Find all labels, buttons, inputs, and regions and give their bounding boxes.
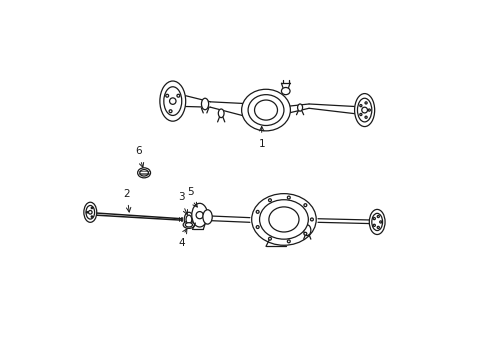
Text: 2: 2 [122,189,129,199]
Ellipse shape [303,225,310,235]
Circle shape [91,207,92,209]
Ellipse shape [201,98,208,110]
Circle shape [268,237,271,240]
Ellipse shape [184,212,193,226]
Ellipse shape [241,89,290,131]
Circle shape [359,104,361,107]
Text: 6: 6 [135,146,142,156]
Circle shape [372,224,375,226]
Ellipse shape [371,213,382,230]
Circle shape [304,204,306,207]
Circle shape [177,94,180,97]
Circle shape [310,218,313,221]
Circle shape [359,113,361,116]
Circle shape [169,110,172,113]
Circle shape [256,210,259,213]
Circle shape [364,116,366,118]
Ellipse shape [281,87,289,95]
Circle shape [304,232,306,235]
Ellipse shape [137,168,150,178]
Circle shape [268,199,271,202]
Ellipse shape [357,98,371,122]
Circle shape [372,217,375,220]
Ellipse shape [297,104,302,111]
Text: 3: 3 [178,192,184,202]
Circle shape [287,240,290,243]
Ellipse shape [254,100,277,120]
Ellipse shape [140,170,148,176]
Ellipse shape [83,202,97,222]
Ellipse shape [247,95,284,126]
Ellipse shape [163,87,182,116]
Ellipse shape [251,194,316,245]
Text: 5: 5 [187,187,194,197]
Text: 1: 1 [258,139,264,149]
Circle shape [196,212,203,219]
Ellipse shape [160,81,185,121]
Circle shape [361,107,367,113]
Ellipse shape [185,215,191,224]
Circle shape [165,94,168,97]
Ellipse shape [183,221,194,228]
Circle shape [376,226,379,229]
Ellipse shape [218,109,224,118]
Circle shape [91,216,92,217]
Ellipse shape [86,206,94,219]
Circle shape [86,212,88,213]
Text: 4: 4 [178,238,184,248]
Ellipse shape [368,210,384,234]
Ellipse shape [203,210,212,224]
Circle shape [364,102,366,104]
Ellipse shape [191,203,207,227]
Ellipse shape [354,94,374,127]
Circle shape [88,211,92,214]
Circle shape [287,196,290,199]
Circle shape [367,109,369,111]
Circle shape [256,226,259,229]
Circle shape [379,221,381,223]
Circle shape [169,98,176,104]
Ellipse shape [268,207,298,232]
Ellipse shape [185,223,192,227]
Ellipse shape [259,200,308,239]
Circle shape [376,215,379,217]
